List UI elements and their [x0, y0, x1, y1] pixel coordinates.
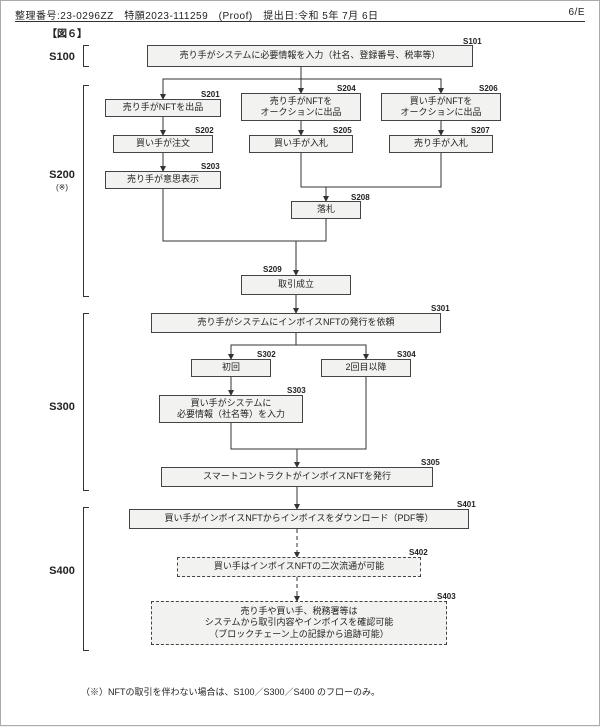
flow-node-s305: スマートコントラクトがインボイスNFTを発行 — [161, 467, 433, 487]
flow-node-s302: 初回 — [191, 359, 271, 377]
step-id-s201: S201 — [201, 90, 220, 99]
step-id-s207: S207 — [471, 126, 490, 135]
section-s200-bracket — [83, 85, 89, 297]
step-id-s402: S402 — [409, 548, 428, 557]
section-s200-sub: (※) — [56, 183, 68, 192]
section-s300-label: S300 — [41, 401, 83, 413]
figure-label: 【図６】 — [47, 25, 87, 40]
page: 整理番号:23-0296ZZ 特願2023-111259 (Proof) 提出日… — [0, 0, 600, 726]
section-s400-label: S400 — [41, 565, 83, 577]
section-s200-label: S200 (※) — [41, 169, 83, 193]
section-s300-bracket — [83, 313, 89, 491]
section-s400-text: S400 — [49, 565, 75, 577]
flow-node-s205: 買い手が入札 — [249, 135, 353, 153]
flow-node-s203: 売り手が意思表示 — [105, 171, 221, 189]
step-id-s206: S206 — [479, 84, 498, 93]
step-id-s202: S202 — [195, 126, 214, 135]
flow-node-s206: 買い手がNFTを オークションに出品 — [381, 93, 501, 121]
flow-node-s101: 売り手がシステムに必要情報を入力（社名、登録番号、税率等） — [147, 45, 473, 67]
flow-node-s204: 売り手がNFTを オークションに出品 — [241, 93, 361, 121]
section-s100-text: S100 — [49, 51, 75, 63]
flow-node-s207: 売り手が入札 — [389, 135, 493, 153]
step-id-s101: S101 — [463, 37, 482, 46]
step-id-s303: S303 — [287, 386, 306, 395]
header-rule — [15, 21, 585, 22]
step-id-s304: S304 — [397, 350, 416, 359]
flow-node-s402: 買い手はインボイスNFTの二次流通が可能 — [177, 557, 421, 577]
step-id-s401: S401 — [457, 500, 476, 509]
page-header: 整理番号:23-0296ZZ 特願2023-111259 (Proof) 提出日… — [15, 7, 585, 22]
section-s300-text: S300 — [49, 401, 75, 413]
step-id-s209: S209 — [263, 265, 282, 274]
step-id-s403: S403 — [437, 592, 456, 601]
section-s400-bracket — [83, 507, 89, 651]
flow-node-s303: 買い手がシステムに 必要情報（社名等）を入力 — [159, 395, 303, 423]
section-s200-text: S200 — [49, 169, 75, 181]
flow-node-s401: 買い手がインボイスNFTからインボイスをダウンロード（PDF等） — [129, 509, 469, 529]
step-id-s301: S301 — [431, 304, 450, 313]
flow-node-s201: 売り手がNFTを出品 — [105, 99, 221, 117]
header-page-number: 6/E — [568, 7, 585, 18]
step-id-s203: S203 — [201, 162, 220, 171]
step-id-s208: S208 — [351, 193, 370, 202]
footnote: （※）NFTの取引を伴わない場合は、S100／S300／S400 のフローのみ。 — [81, 685, 380, 698]
step-id-s204: S204 — [337, 84, 356, 93]
flow-node-s209: 取引成立 — [241, 275, 351, 295]
section-s100-label: S100 — [41, 51, 83, 63]
section-s100-bracket — [83, 45, 89, 67]
step-id-s302: S302 — [257, 350, 276, 359]
flow-node-s202: 買い手が注文 — [113, 135, 213, 153]
step-id-s205: S205 — [333, 126, 352, 135]
flow-node-s403: 売り手や買い手、税務署等は システムから取引内容やインボイスを確認可能 （ブロッ… — [151, 601, 447, 645]
flow-node-s304: 2回目以降 — [321, 359, 411, 377]
step-id-s305: S305 — [421, 458, 440, 467]
flow-node-s208: 落札 — [291, 201, 361, 219]
flow-node-s301: 売り手がシステムにインボイスNFTの発行を依頼 — [151, 313, 441, 333]
